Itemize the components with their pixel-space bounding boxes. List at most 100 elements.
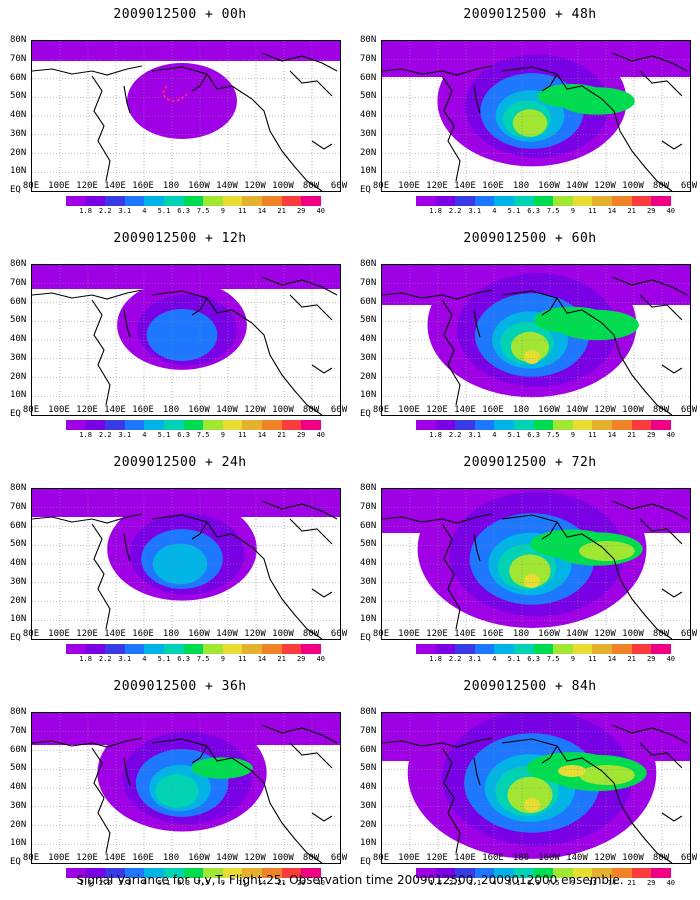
colorbar-label: 2.2	[98, 207, 112, 215]
colorbar-label: 6.3	[177, 207, 190, 215]
coastline	[639, 70, 683, 97]
lon-tick-label: 100W	[272, 853, 294, 863]
variance-field	[555, 309, 639, 341]
lon-tick-label: 160E	[132, 181, 154, 191]
lon-tick-label: 120E	[76, 853, 98, 863]
colorbar-swatch	[144, 196, 164, 206]
colorbar-label: 2.2	[98, 879, 112, 887]
lon-tick-label: 160W	[188, 853, 210, 863]
colorbar-label: 29	[296, 655, 306, 663]
colorbar-swatch	[416, 868, 436, 878]
colorbar-swatch	[261, 196, 282, 206]
colorbar-swatch	[455, 644, 475, 654]
colorbar-label: 11	[588, 879, 597, 887]
coastline	[91, 75, 111, 182]
lat-tick-label: 70N	[360, 725, 377, 736]
coastline	[611, 52, 688, 72]
colorbar-swatch	[124, 196, 145, 206]
figure-caption: Signal Variance for u,v,T. Flight 25. Ob…	[76, 873, 624, 887]
lat-tick-label: 30N	[360, 128, 377, 139]
coastline	[151, 66, 323, 191]
lat-tick-label: EQ	[10, 409, 21, 419]
variance-field	[558, 765, 586, 777]
lon-tick-label: 80E	[372, 629, 390, 639]
lat-tick-label: 40N	[360, 558, 377, 568]
coastline	[91, 747, 111, 854]
lat-tick-label: 50N	[360, 763, 377, 774]
colorbar-swatch	[85, 420, 106, 430]
colorbar-label: 29	[296, 207, 306, 215]
variance-map	[381, 40, 691, 192]
coastline	[123, 85, 131, 114]
lon-tick-label: 80E	[22, 629, 40, 639]
lat-tick-label: 50N	[10, 763, 27, 774]
panel-title: 2009012500 + 00h	[113, 7, 247, 22]
lat-tick-label: 40N	[360, 334, 377, 344]
lon-tick-label: 140W	[566, 181, 588, 191]
colorbar-label: 2.2	[448, 431, 462, 439]
variance-field	[559, 87, 635, 115]
colorbar-swatch	[553, 868, 573, 878]
colorbar	[416, 196, 671, 206]
colorbar-swatch	[533, 644, 554, 654]
lon-tick-label: 120W	[594, 405, 616, 415]
lat-tick-label: 80N	[10, 707, 27, 717]
colorbar-label: 1.8	[429, 655, 442, 663]
coastline	[32, 65, 143, 76]
colorbar-label: 4	[142, 655, 147, 663]
colorbar-swatch	[553, 196, 573, 206]
colorbar-swatch	[631, 420, 652, 430]
lon-tick-label: 80E	[372, 181, 390, 191]
colorbar-label: 40	[316, 207, 326, 215]
lat-tick-label: 80N	[10, 35, 27, 45]
coastline	[261, 52, 338, 72]
colorbar	[416, 420, 671, 430]
lat-tick-label: 20N	[10, 371, 27, 382]
colorbar-label: 7.5	[546, 879, 560, 887]
lon-tick-label: 60W	[680, 629, 698, 639]
lat-tick-label: 10N	[10, 390, 27, 401]
lon-tick-label: 180	[162, 629, 180, 639]
colorbar-label: 7.5	[196, 655, 210, 663]
variance-field	[512, 109, 548, 137]
lon-tick-label: 140W	[566, 629, 588, 639]
lon-tick-label: 180	[512, 629, 530, 639]
colorbar-label: 14	[257, 207, 267, 215]
lat-tick-label: 20N	[360, 595, 377, 606]
lat-tick-label: 60N	[360, 296, 377, 307]
lon-tick-label: 140E	[104, 181, 126, 191]
colorbar-label: 9	[570, 879, 575, 887]
colorbar-swatch	[203, 420, 223, 430]
lat-tick-label: 10N	[360, 614, 377, 625]
colorbar-swatch	[533, 868, 554, 878]
colorbar-swatch	[572, 420, 593, 430]
lon-tick-label: 120E	[426, 181, 448, 191]
colorbar-swatch	[242, 420, 262, 430]
peak-contour	[162, 85, 188, 102]
coastline	[289, 742, 333, 769]
coastline	[382, 737, 493, 748]
lat-tick-label: 70N	[10, 725, 27, 736]
lat-tick-label: EQ	[360, 409, 371, 419]
colorbar-label: 40	[316, 655, 326, 663]
lat-tick-label: 70N	[10, 53, 27, 64]
lat-tick-label: 60N	[10, 520, 27, 531]
coastline	[91, 523, 111, 630]
colorbar-swatch	[163, 196, 184, 206]
colorbar-swatch	[533, 420, 554, 430]
lon-tick-label: 160E	[482, 181, 504, 191]
colorbar-swatch	[163, 644, 184, 654]
colorbar-label: 29	[646, 207, 656, 215]
colorbar-label: 9	[220, 655, 225, 663]
coastline	[151, 290, 323, 415]
variance-field	[524, 798, 540, 812]
colorbar-swatch	[416, 420, 436, 430]
lat-tick-label: 70N	[360, 501, 377, 512]
colorbar-swatch	[124, 644, 145, 654]
coastline	[191, 297, 208, 316]
coastline	[32, 513, 143, 524]
colorbar-label: 3.1	[118, 879, 132, 887]
colorbar-swatch	[651, 868, 671, 878]
colorbar-label: 5.1	[507, 431, 521, 439]
lon-tick-label: 60W	[680, 181, 698, 191]
